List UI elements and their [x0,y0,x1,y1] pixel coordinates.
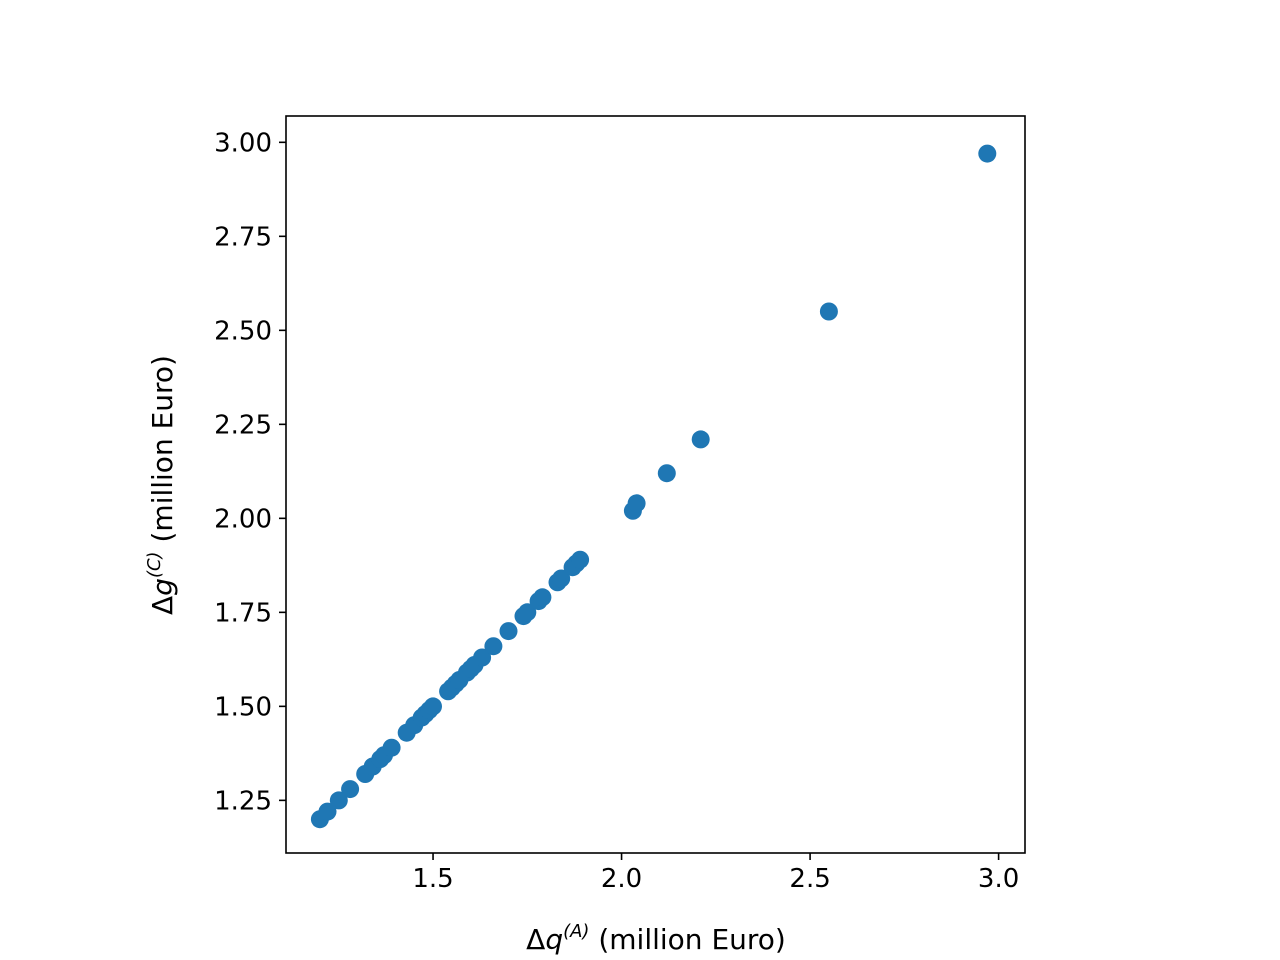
y-tick-label: 1.25 [214,786,272,816]
data-point [571,550,590,569]
y-axis-label: Δg(C) (million Euro) [144,355,179,615]
x-tick-label: 3.0 [978,864,1019,894]
y-tick-label: 2.50 [214,316,272,346]
data-point [627,494,646,513]
data-point [341,780,360,799]
data-point [533,588,552,607]
data-point [978,144,997,163]
data-point [382,738,401,757]
data-point [657,464,676,483]
y-tick-label: 2.25 [214,410,272,440]
x-axis-label: Δq(A) (million Euro) [526,921,786,956]
data-point [329,791,348,810]
y-tick-label: 1.50 [214,692,272,722]
data-point [499,622,518,641]
y-tick-label: 3.00 [214,128,272,158]
y-tick-label: 2.75 [214,222,272,252]
data-point [484,637,503,656]
data-point [473,648,492,667]
data-point [691,430,710,449]
data-point [819,302,838,321]
data-point [424,697,442,716]
data-points [310,144,997,829]
y-tick-label: 2.00 [214,504,272,534]
x-axis-ticks: 1.5 2.0 2.5 3.0 [412,853,1019,894]
x-tick-label: 1.5 [412,864,453,894]
y-tick-label: 1.75 [214,598,272,628]
x-tick-label: 2.0 [601,864,642,894]
data-point [318,802,337,821]
data-point [518,603,537,622]
x-tick-label: 2.5 [789,864,830,894]
data-point [552,569,571,588]
y-axis-ticks: 1.25 1.50 1.75 2.00 2.25 2.50 2.75 3.00 [214,128,286,816]
